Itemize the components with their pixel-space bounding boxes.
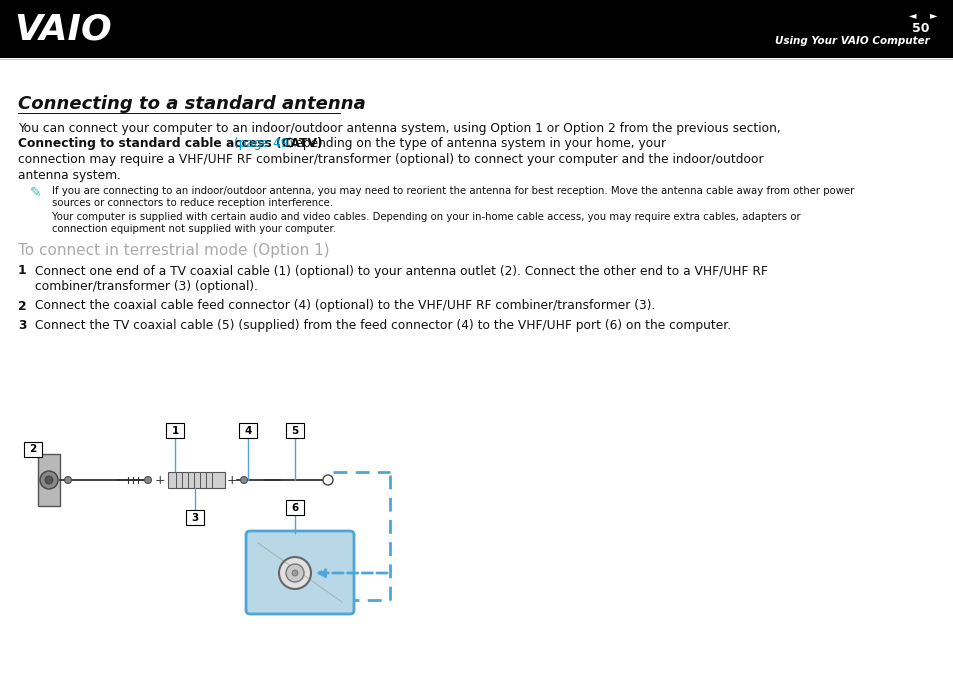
Text: Your computer is supplied with certain audio and video cables. Depending on your: Your computer is supplied with certain a… <box>52 212 800 222</box>
Text: 5: 5 <box>291 426 298 436</box>
Bar <box>186 510 204 525</box>
Text: +: + <box>154 474 165 487</box>
Text: Connect the coaxial cable feed connector (4) (optional) to the VHF/UHF RF combin: Connect the coaxial cable feed connector… <box>35 299 655 313</box>
Text: combiner/transformer (3) (optional).: combiner/transformer (3) (optional). <box>35 280 257 293</box>
Text: sources or connectors to reduce reception interference.: sources or connectors to reduce receptio… <box>52 197 333 208</box>
Text: 1: 1 <box>172 426 178 436</box>
Text: To connect in terrestrial mode (Option 1): To connect in terrestrial mode (Option 1… <box>18 243 330 257</box>
Bar <box>239 423 256 438</box>
FancyBboxPatch shape <box>246 531 354 614</box>
Text: +: + <box>227 474 237 487</box>
Text: 2: 2 <box>18 299 27 313</box>
Text: 4: 4 <box>244 426 252 436</box>
Bar <box>0 0 953 58</box>
Bar <box>38 454 60 506</box>
Circle shape <box>278 557 311 589</box>
Circle shape <box>45 476 53 484</box>
Bar <box>24 442 42 457</box>
Bar <box>166 423 184 438</box>
Circle shape <box>40 471 58 489</box>
Circle shape <box>323 475 333 485</box>
Text: You can connect your computer to an indoor/outdoor antenna system, using Option : You can connect your computer to an indo… <box>18 122 780 135</box>
Text: connection may require a VHF/UHF RF combiner/transformer (optional) to connect y: connection may require a VHF/UHF RF comb… <box>18 153 762 166</box>
Bar <box>286 423 304 438</box>
Text: 2: 2 <box>30 444 36 454</box>
Text: 3: 3 <box>18 319 27 332</box>
Text: VAIO: VAIO <box>14 12 112 46</box>
Circle shape <box>65 477 71 483</box>
Text: connection equipment not supplied with your computer.: connection equipment not supplied with y… <box>52 224 335 233</box>
Text: Connect one end of a TV coaxial cable (1) (optional) to your antenna outlet (2).: Connect one end of a TV coaxial cable (1… <box>35 264 767 278</box>
Text: 6: 6 <box>291 503 298 513</box>
Text: 50: 50 <box>911 22 929 35</box>
Text: Connect the TV coaxial cable (5) (supplied) from the feed connector (4) to the V: Connect the TV coaxial cable (5) (suppli… <box>35 319 730 332</box>
Bar <box>286 500 304 515</box>
Text: ►: ► <box>929 10 937 20</box>
Text: Connecting to a standard antenna: Connecting to a standard antenna <box>18 95 365 113</box>
Text: Depending on the type of antenna system in your home, your: Depending on the type of antenna system … <box>281 137 665 150</box>
Text: Connecting to standard cable access (CATV): Connecting to standard cable access (CAT… <box>18 137 322 150</box>
Circle shape <box>286 564 304 582</box>
Text: ✎: ✎ <box>30 187 42 200</box>
Text: ◄: ◄ <box>907 10 915 20</box>
Circle shape <box>292 570 297 576</box>
Text: Using Your VAIO Computer: Using Your VAIO Computer <box>775 36 929 46</box>
Text: 1: 1 <box>18 264 27 278</box>
Circle shape <box>240 477 247 483</box>
Text: (page 49).: (page 49). <box>230 137 297 150</box>
Bar <box>168 472 225 488</box>
Text: If you are connecting to an indoor/outdoor antenna, you may need to reorient the: If you are connecting to an indoor/outdo… <box>52 187 853 197</box>
Circle shape <box>144 477 152 483</box>
Text: 3: 3 <box>192 513 198 523</box>
Text: antenna system.: antenna system. <box>18 168 121 181</box>
